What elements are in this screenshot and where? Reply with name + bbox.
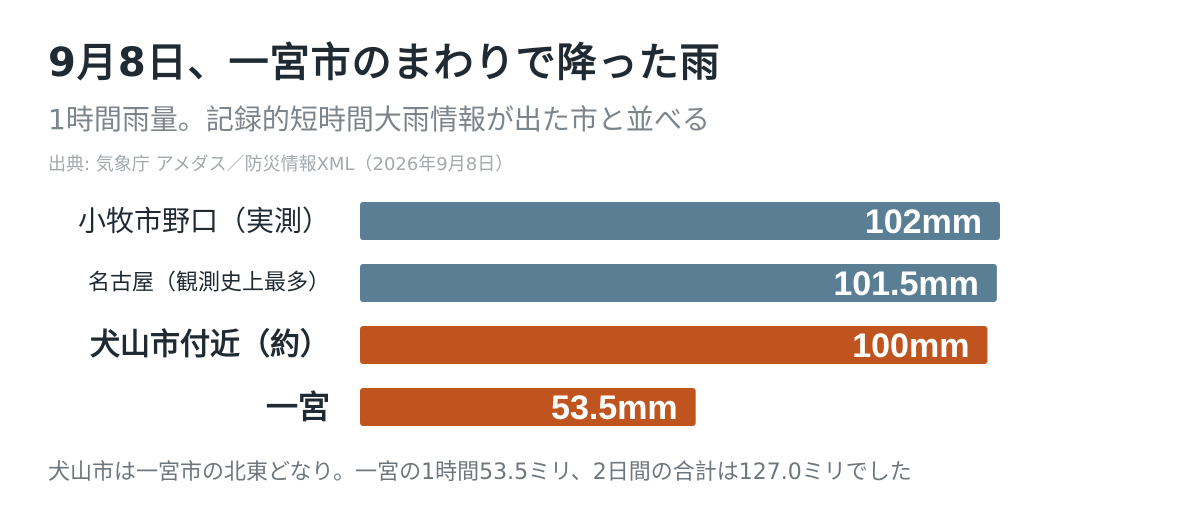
source-note: 出典: 気象庁 アメダス／防災情報XML（2026年9月8日） [48, 154, 514, 175]
bar-0 [360, 202, 1000, 240]
bar-1 [360, 264, 997, 302]
value-label-3: 53.5mm [551, 389, 678, 427]
value-label-2: 100mm [852, 327, 969, 365]
bar-2 [360, 326, 988, 364]
page-title: 9月8日、一宮市のまわりで降った雨 [48, 40, 721, 86]
value-label-1: 101.5mm [833, 265, 979, 303]
category-label-0: 小牧市野口（実測） [78, 205, 330, 238]
category-label-2: 犬山市付近（約） [90, 328, 330, 363]
value-label-0: 102mm [865, 203, 982, 241]
footer-note: 犬山市は一宮市の北東どなり。一宮の1時間53.5ミリ、2日間の合計は127.0ミ… [48, 460, 912, 485]
bar-3 [360, 388, 696, 426]
bar-chart: 小牧市野口（実測） 102mm 名古屋（観測史上最多） 101.5mm 犬山市付近（約）… [78, 202, 1000, 427]
page-subtitle: 1時間雨量。記録的短時間大雨情報が出た市と並べる [48, 103, 710, 136]
category-label-3: 一宮 [266, 388, 330, 426]
category-label-1: 名古屋（観測史上最多） [88, 271, 330, 296]
